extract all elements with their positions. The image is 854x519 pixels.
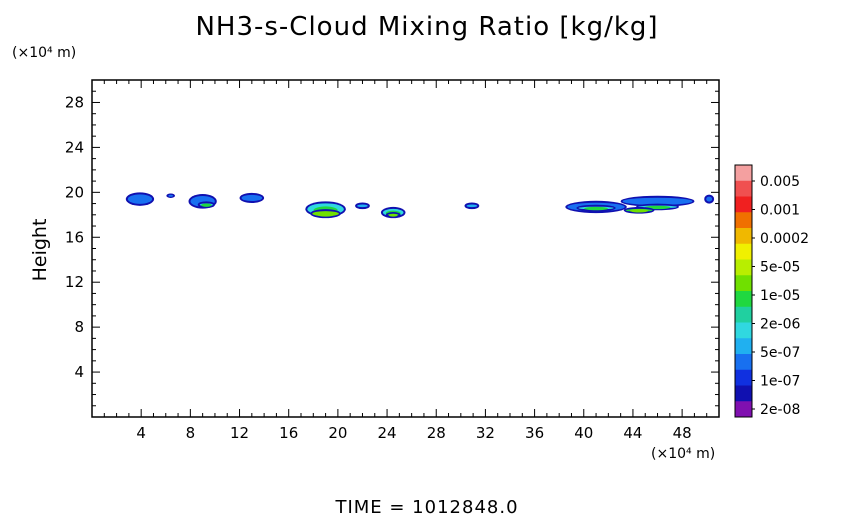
cloud-patch-core [388,213,398,217]
y-tick-label: 4 [74,363,84,381]
colorbar-segment [735,180,752,197]
cloud-patch-core [584,206,608,211]
y-tick-label: 20 [65,183,84,201]
x-axis-unit: (×10⁴ m) [651,446,716,462]
x-tick-label: 36 [525,424,544,442]
cloud-patch [466,204,478,208]
colorbar-label: 5e-05 [760,260,800,276]
cloud-patch-core [201,203,212,207]
cloud-patch-core [629,209,649,213]
x-tick-label: 12 [230,424,249,442]
colorbar-segment [735,165,752,182]
colorbar-segment [735,228,752,245]
y-tick-label: 28 [65,93,84,111]
x-tick-label: 20 [328,424,347,442]
time-footer: TIME = 1012848.0 [335,497,519,518]
x-tick-label: 4 [136,424,146,442]
colorbar-segment [735,369,752,386]
colorbar-label: 2e-08 [760,402,800,418]
cloud-patch [706,196,713,202]
x-tick-label: 24 [378,424,397,442]
y-tick-label: 8 [74,318,84,336]
colorbar-label: 1e-05 [760,288,800,304]
cloud-patch [241,194,263,202]
colorbar-label: 2e-06 [760,317,800,333]
cloud-patch [168,194,173,197]
cloud-patches [125,192,715,219]
plot-frame [91,79,720,418]
colorbar-label: 1e-07 [760,374,800,390]
cloud-patch [357,204,368,208]
cloud-patch-core [316,212,335,217]
colorbar-segment [735,259,752,276]
colorbar-label: 0.0002 [760,231,809,247]
colorbar-frame [734,164,753,418]
colorbar-segment [735,338,752,355]
colorbar-label: 5e-07 [760,345,800,361]
x-tick-label: 8 [186,424,196,442]
colorbar-segment [735,291,752,308]
x-tick-label: 16 [279,424,298,442]
colorbar-segment [735,243,752,260]
y-tick-label: 24 [65,138,84,156]
x-tick-label: 44 [623,424,642,442]
colorbar-segment [735,322,752,339]
colorbar-segment [735,275,752,292]
x-tick-label: 28 [427,424,446,442]
x-tick-label: 40 [574,424,593,442]
colorbar-segment [735,306,752,323]
y-tick-label: 12 [65,273,84,291]
colorbar-segment [735,401,752,418]
x-tick-label: 48 [673,424,692,442]
y-tick-label: 16 [65,228,84,246]
colorbar-segment [735,196,752,213]
chart-title: NH3-s-Cloud Mixing Ratio [kg/kg] [195,12,659,42]
colorbar-label: 0.001 [760,203,800,219]
colorbar-label: 0.005 [760,174,800,190]
cloud-patch [622,197,693,205]
cloud-patch [127,194,153,204]
colorbar-segment [735,385,752,402]
y-axis-unit: (×10⁴ m) [12,45,77,61]
colorbar: 0.005 0.001 0.0002 5e-05 1e-05 2e-06 5e-07 1e-0… [734,164,809,418]
x-tick-label: 32 [476,424,495,442]
colorbar-segment [735,354,752,371]
colorbar-segment [735,212,752,229]
